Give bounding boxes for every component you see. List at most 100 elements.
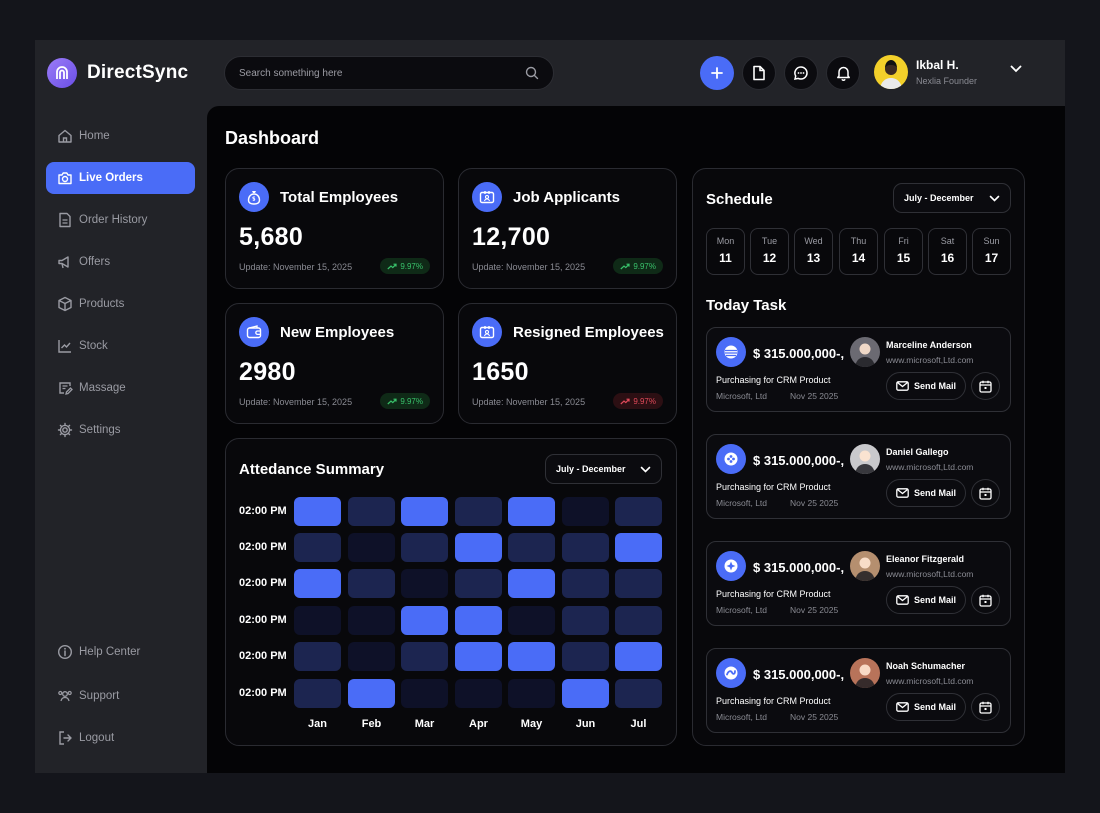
message-edit-icon bbox=[59, 382, 73, 395]
stat-card-job-applicants[interactable]: Job Applicants 12,700 Update: November 1… bbox=[458, 168, 677, 289]
heatmap-cell[interactable] bbox=[455, 533, 502, 562]
search-bar[interactable] bbox=[224, 56, 554, 90]
heatmap-cell[interactable] bbox=[348, 569, 395, 598]
schedule-button[interactable] bbox=[971, 586, 1000, 614]
sidebar-item-settings[interactable]: Settings bbox=[46, 414, 195, 446]
heatmap-cell[interactable] bbox=[562, 642, 609, 671]
heatmap-cell[interactable] bbox=[401, 642, 448, 671]
send-mail-button[interactable]: Send Mail bbox=[886, 586, 966, 614]
heatmap-cell[interactable] bbox=[348, 606, 395, 635]
heatmap-cell[interactable] bbox=[401, 569, 448, 598]
day-name: Tue bbox=[761, 236, 778, 246]
top-bar: DirectSync Ikbal H. bbox=[35, 40, 1065, 106]
user-profile[interactable]: Ikbal H. Nexlia Founder bbox=[874, 55, 977, 89]
heatmap-cell[interactable] bbox=[615, 569, 662, 598]
heatmap-cell[interactable] bbox=[348, 679, 395, 708]
heatmap-cell[interactable] bbox=[508, 533, 555, 562]
heatmap-cell[interactable] bbox=[455, 569, 502, 598]
heatmap-cell[interactable] bbox=[455, 497, 502, 526]
heatmap-cell[interactable] bbox=[562, 569, 609, 598]
id-card-icon bbox=[472, 317, 502, 347]
heatmap-cell[interactable] bbox=[455, 679, 502, 708]
schedule-button[interactable] bbox=[971, 479, 1000, 507]
send-mail-button[interactable]: Send Mail bbox=[886, 693, 966, 721]
stat-card-resigned-employees[interactable]: Resigned Employees 1650 Update: November… bbox=[458, 303, 677, 424]
heatmap-cell[interactable] bbox=[562, 533, 609, 562]
send-mail-button[interactable]: Send Mail bbox=[886, 479, 966, 507]
sidebar-item-logout[interactable]: Logout bbox=[46, 722, 195, 754]
day-fri[interactable]: Fri 15 bbox=[884, 228, 923, 275]
heatmap-cell[interactable] bbox=[508, 642, 555, 671]
heatmap-cell[interactable] bbox=[348, 533, 395, 562]
send-mail-button[interactable]: Send Mail bbox=[886, 372, 966, 400]
heatmap-cell[interactable] bbox=[294, 533, 341, 562]
avatar[interactable] bbox=[850, 337, 880, 367]
sidebar-item-products[interactable]: Products bbox=[46, 288, 195, 320]
heatmap-cell[interactable] bbox=[508, 679, 555, 708]
task-card[interactable]: $ 315.000,000-, Purchasing for CRM Produc… bbox=[706, 648, 1011, 733]
logo[interactable]: DirectSync bbox=[47, 58, 188, 88]
heatmap-cell[interactable] bbox=[615, 606, 662, 635]
heatmap-cell[interactable] bbox=[348, 497, 395, 526]
heatmap-cell[interactable] bbox=[615, 642, 662, 671]
heatmap-cell[interactable] bbox=[562, 606, 609, 635]
task-card[interactable]: $ 315.000,000-, Purchasing for CRM Produc… bbox=[706, 327, 1011, 412]
search-input[interactable] bbox=[239, 67, 525, 79]
task-card[interactable]: $ 315.000,000-, Purchasing for CRM Produc… bbox=[706, 434, 1011, 519]
sidebar-item-offers[interactable]: Offers bbox=[46, 246, 195, 278]
sidebar-item-help-center[interactable]: Help Center bbox=[46, 636, 195, 668]
heatmap-cell[interactable] bbox=[615, 497, 662, 526]
heatmap-cell[interactable] bbox=[294, 679, 341, 708]
heatmap-cell[interactable] bbox=[455, 606, 502, 635]
avatar[interactable] bbox=[850, 658, 880, 688]
heatmap-cell[interactable] bbox=[294, 642, 341, 671]
heatmap-cell[interactable] bbox=[348, 642, 395, 671]
heatmap-cell[interactable] bbox=[294, 606, 341, 635]
task-card[interactable]: $ 315.000,000-, Purchasing for CRM Produc… bbox=[706, 541, 1011, 626]
heatmap-cell[interactable] bbox=[615, 533, 662, 562]
stat-card-total-employees[interactable]: Total Employees 5,680 Update: November 1… bbox=[225, 168, 444, 289]
day-wed[interactable]: Wed 13 bbox=[794, 228, 833, 275]
heatmap-cell[interactable] bbox=[401, 497, 448, 526]
sidebar-item-live-orders[interactable]: Live Orders bbox=[46, 162, 195, 194]
add-button[interactable] bbox=[700, 56, 734, 90]
heatmap-cell[interactable] bbox=[455, 642, 502, 671]
heatmap-cell[interactable] bbox=[615, 679, 662, 708]
change-value: 9.97% bbox=[400, 396, 423, 406]
task-amount: $ 315.000,000-, bbox=[753, 346, 845, 361]
chevron-down-icon[interactable] bbox=[1010, 65, 1022, 73]
heatmap-cell[interactable] bbox=[294, 497, 341, 526]
day-tue[interactable]: Tue 12 bbox=[750, 228, 789, 275]
stat-card-new-employees[interactable]: New Employees 2980 Update: November 15, … bbox=[225, 303, 444, 424]
schedule-button[interactable] bbox=[971, 372, 1000, 400]
document-button[interactable] bbox=[742, 56, 776, 90]
sidebar-item-support[interactable]: Support bbox=[46, 680, 195, 712]
schedule-button[interactable] bbox=[971, 693, 1000, 721]
day-thu[interactable]: Thu 14 bbox=[839, 228, 878, 275]
search-icon[interactable] bbox=[525, 66, 539, 80]
heatmap-cell[interactable] bbox=[401, 533, 448, 562]
heatmap-cell[interactable] bbox=[508, 606, 555, 635]
heatmap-cell[interactable] bbox=[508, 497, 555, 526]
avatar[interactable] bbox=[850, 444, 880, 474]
schedule-range-dropdown[interactable]: July - December bbox=[893, 183, 1011, 213]
day-sat[interactable]: Sat 16 bbox=[928, 228, 967, 275]
sidebar-item-home[interactable]: Home bbox=[46, 120, 195, 152]
heatmap-cell[interactable] bbox=[401, 606, 448, 635]
notifications-button[interactable] bbox=[826, 56, 860, 90]
day-sun[interactable]: Sun 17 bbox=[972, 228, 1011, 275]
sidebar-item-stock[interactable]: Stock bbox=[46, 330, 195, 362]
heatmap-cell[interactable] bbox=[562, 679, 609, 708]
heatmap-cell[interactable] bbox=[401, 679, 448, 708]
avatar[interactable] bbox=[874, 55, 908, 89]
heatmap-cell[interactable] bbox=[294, 569, 341, 598]
heatmap-cell[interactable] bbox=[562, 497, 609, 526]
sidebar-item-massage[interactable]: Massage bbox=[46, 372, 195, 404]
sidebar-item-order-history[interactable]: Order History bbox=[46, 204, 195, 236]
messages-button[interactable] bbox=[784, 56, 818, 90]
heatmap-cell[interactable] bbox=[508, 569, 555, 598]
user-role: Nexlia Founder bbox=[916, 76, 978, 86]
day-mon[interactable]: Mon 11 bbox=[706, 228, 745, 275]
attendance-range-dropdown[interactable]: July - December bbox=[545, 454, 662, 484]
avatar[interactable] bbox=[850, 551, 880, 581]
